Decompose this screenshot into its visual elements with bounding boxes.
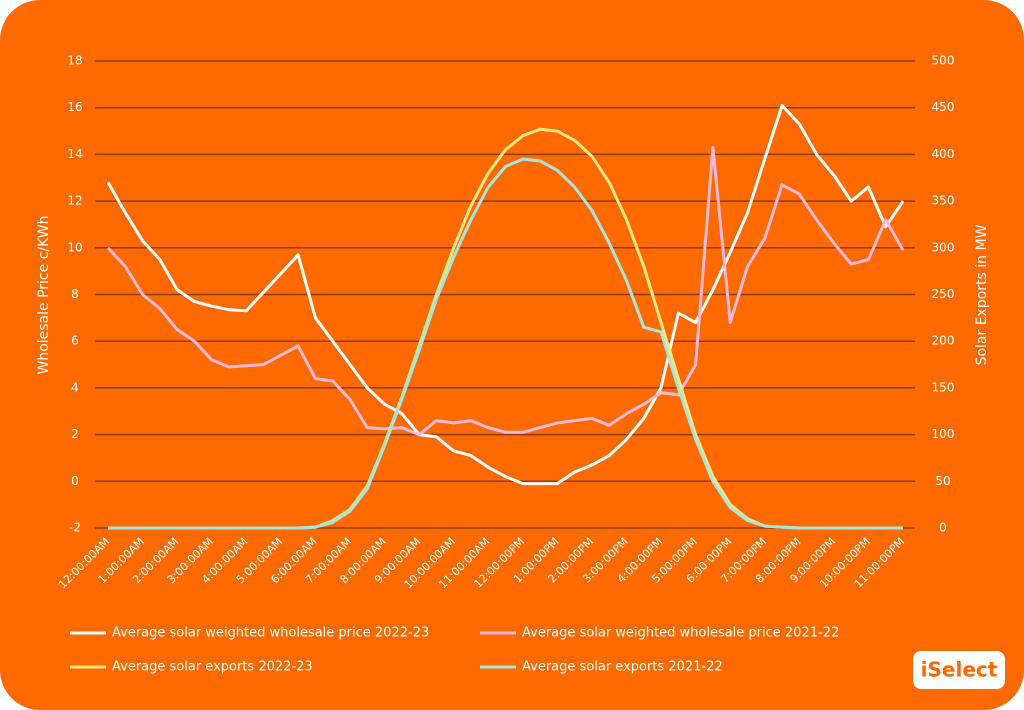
legend-label: Average solar weighted wholesale price 2… [522,626,839,641]
series-line [108,157,903,530]
y2-tick-label: 0 [939,521,947,535]
y-tick-label: 6 [71,334,79,348]
series-line [106,103,905,486]
y-tick-label: -2 [69,521,81,535]
y2-tick-label: 250 [932,287,955,301]
legend-label: Average solar weighted wholesale price 2… [112,626,429,641]
y2-tick-label: 300 [932,240,955,254]
series-line [106,145,905,437]
y2-tick-label: 350 [932,194,955,208]
y2-tick-label: 100 [932,427,955,441]
y2-tick-label: 50 [935,474,950,488]
y-axis-label: Wholesale Price c/KWh [36,215,52,374]
y2-tick-label: 150 [932,380,955,394]
y-tick-label: 2 [71,427,79,441]
y2-axis-label: Solar Exports in MW [974,224,990,365]
logo-box [913,651,1005,689]
logo: iSelect [913,651,1005,689]
y-tick-label: 16 [67,100,82,114]
y2-tick-label: 500 [932,54,955,68]
y-tick-label: 12 [67,194,82,208]
legend: Average solar weighted wholesale price 2… [70,626,839,675]
legend-label: Average solar exports 2022-23 [112,660,313,675]
y2-tick-label: 400 [932,147,955,161]
y2-tick-label: 450 [932,100,955,114]
legend-label: Average solar exports 2021-22 [522,660,723,675]
y2-tick-label: 200 [932,334,955,348]
y-tick-label: 0 [71,474,79,488]
logo-text: iSelect [921,658,998,682]
y-tick-label: 14 [67,147,82,161]
y-tick-label: 4 [71,380,79,394]
y-tick-label: 8 [71,287,79,301]
y-tick-label: 10 [67,240,82,254]
y-tick-label: 18 [67,54,82,68]
